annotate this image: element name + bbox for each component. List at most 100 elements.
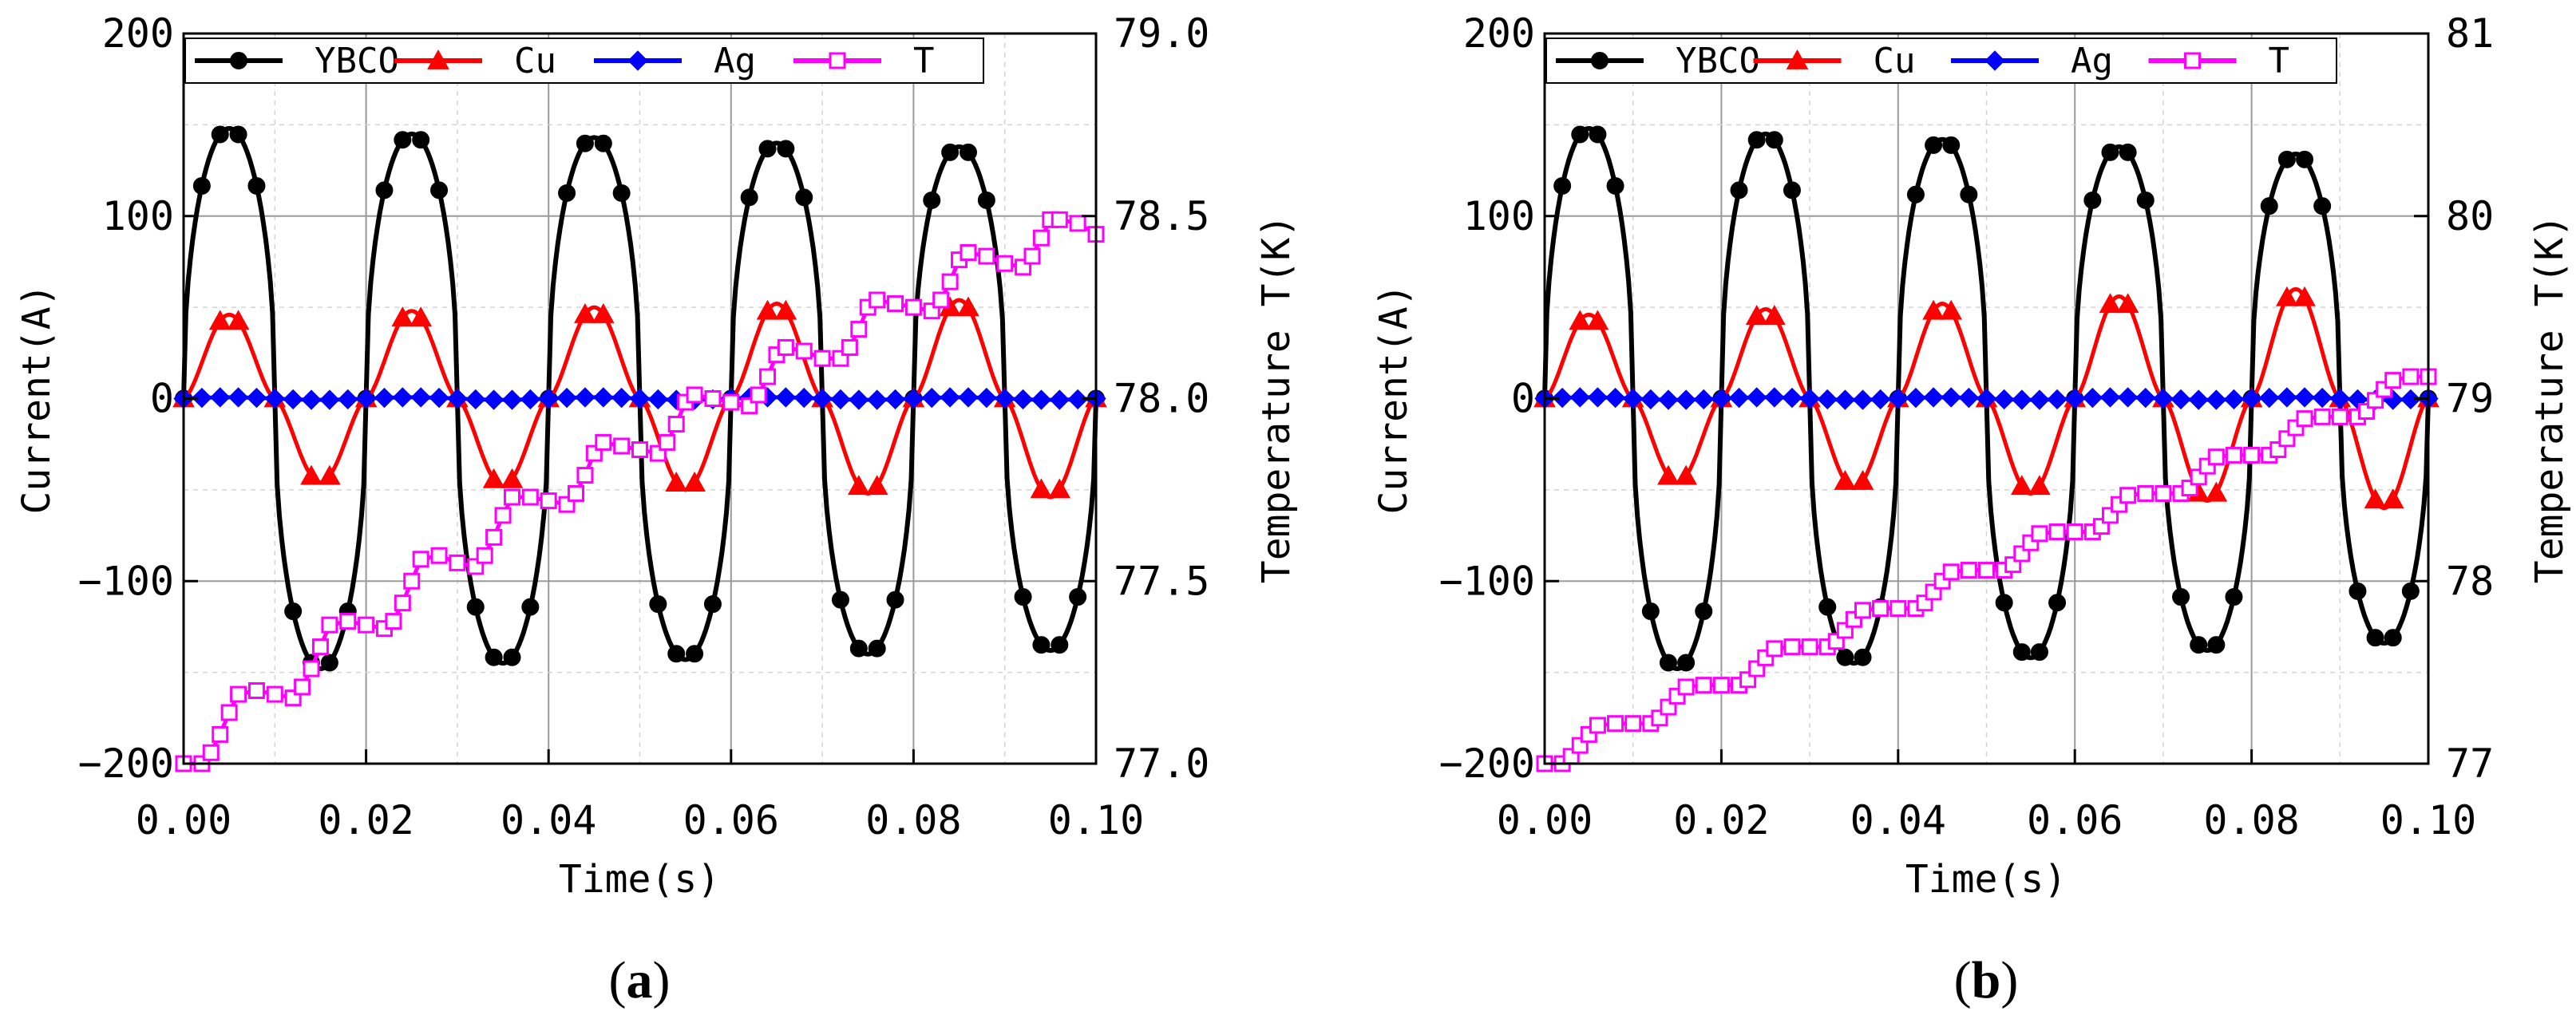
chart-panel-b: 0.00 0.02 0.04 0.06 0.08 0.10 −200 −100 0 100 200 7… [1371,10,2572,1009]
data-point-ag [903,388,924,409]
data-point-t [266,685,283,703]
data-point-ag [2153,388,2174,409]
data-point-cu [665,472,688,492]
data-point-t [220,704,238,721]
data-point-ybco [2030,643,2048,662]
data-point-ag [830,389,851,410]
data-point-cu [1657,464,1680,485]
y-tick-label: −200 [1439,741,1535,787]
x-tick-label: 0.02 [318,797,414,843]
data-point-t [1854,602,1872,619]
data-point-t [1695,677,1712,694]
series-t [1536,368,2437,772]
data-point-cu [2116,293,2139,314]
data-point-ybco [412,131,430,149]
data-point-t [540,492,557,510]
data-point-ybco [667,645,686,663]
data-point-t [704,390,722,407]
data-point-t [230,685,247,703]
data-point-ybco [649,595,667,614]
data-point-ybco [886,590,904,609]
data-point-ybco [2277,150,2296,168]
data-point-ag [2259,387,2280,409]
y2-tick-label: 81 [2446,10,2494,57]
data-point-ag [2012,389,2032,410]
data-point-ag [1799,388,1820,409]
data-point-ag [1888,388,1909,409]
data-point-ybco [2313,197,2332,215]
legend-marker-cu [427,49,449,69]
data-point-ybco [1677,654,1696,672]
data-point-t [1051,211,1068,228]
data-point-t [2031,525,2048,543]
data-point-ag [1958,387,1980,409]
data-point-cu [2276,286,2298,306]
data-point-t [311,638,329,656]
legend-marker-ag [627,50,648,71]
x-tick-label: 0.04 [501,797,596,843]
data-point-ag [1031,389,1052,410]
data-point-t [385,613,402,630]
legend-label-t: T [2269,41,2290,81]
data-point-t [394,594,411,612]
data-point-t [403,572,421,590]
data-point-cu [865,475,888,496]
data-point-cu [592,302,615,323]
data-point-cu [1030,478,1053,499]
y-tick-label: 100 [102,193,174,239]
data-point-ybco [1906,185,1925,203]
data-point-t [777,338,794,356]
data-point-ag [556,387,577,409]
data-point-ag [2223,389,2245,410]
data-point-ybco [247,176,266,195]
data-point-ybco [686,645,704,663]
data-point-t [1023,247,1041,265]
data-point-ag [2082,387,2103,409]
data-point-ag [192,387,212,409]
data-point-ag [210,387,231,408]
data-point-t [2402,368,2420,385]
data-point-t [595,433,612,451]
data-point-t [430,547,448,564]
data-point-cu [1745,305,1768,325]
data-point-t [978,247,995,265]
data-point-cu [208,310,231,330]
data-point-t [631,441,648,459]
data-point-ybco [777,140,795,158]
y-tick-label: 0 [1511,376,1535,422]
panel-caption-a: (a) [609,951,671,1009]
legend-marker-cu [1786,49,1809,69]
data-point-t [1589,717,1606,734]
series-t [175,211,1105,772]
data-point-t [932,291,950,309]
data-point-t [1032,229,1050,247]
data-point-ybco [941,143,960,161]
data-point-ybco [1589,125,1607,144]
data-point-t [722,393,740,411]
data-point-t [247,682,265,699]
data-point-ybco [831,590,849,609]
data-point-cu [391,306,414,327]
data-point-ybco [1659,654,1677,672]
data-point-ybco [576,134,594,152]
data-point-ybco [1571,125,1589,144]
data-point-ag [1012,389,1034,410]
data-point-t [795,342,813,360]
ticks-b: 0.00 0.02 0.04 0.06 0.08 0.10 −200 −100 0 100 200 7… [1439,10,2495,843]
data-point-ag [1640,389,1661,410]
data-point-t [1801,638,1818,656]
data-point-ybco [485,648,503,666]
data-point-t [576,467,594,484]
data-point-ag [1552,387,1573,409]
data-point-ag [429,387,449,409]
data-point-ag [301,389,322,410]
data-point-cu [1834,469,1857,490]
data-point-ag [538,388,559,409]
data-point-ybco [1032,636,1051,654]
data-point-ybco [612,184,631,202]
data-point-t [567,484,584,502]
data-point-ag [866,389,888,410]
data-point-ybco [1942,136,1961,154]
data-point-t [1783,638,1801,656]
data-point-t [503,488,520,506]
